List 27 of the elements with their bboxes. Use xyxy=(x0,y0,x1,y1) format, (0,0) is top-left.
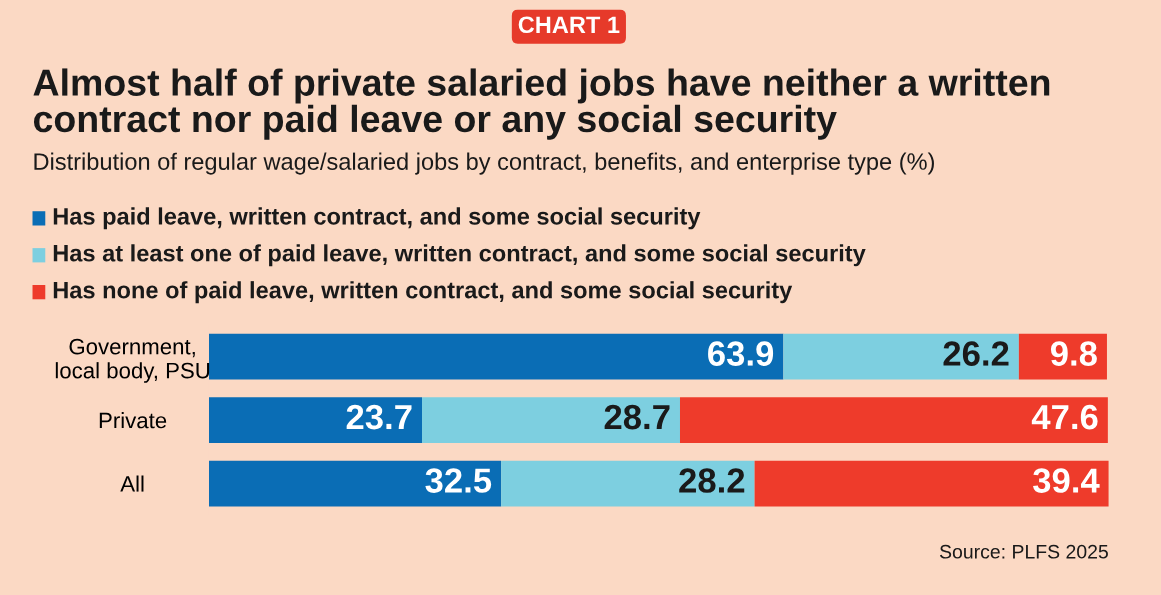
data-label: 23.7 xyxy=(346,404,412,430)
bar xyxy=(783,333,1019,380)
legend-label: Has paid leave, written contract, and some social security xyxy=(53,207,701,230)
bar xyxy=(208,460,502,507)
bar xyxy=(208,333,784,380)
data-label: 28.7 xyxy=(604,404,670,430)
bar xyxy=(501,460,755,507)
source-note: Source: PLFS 2025 xyxy=(939,544,1108,559)
y-tick-label: Private xyxy=(99,412,167,429)
data-label: 28.2 xyxy=(679,468,745,493)
data-label: 39.4 xyxy=(1032,468,1100,493)
bar xyxy=(679,397,1108,443)
caption: CHART 1 xyxy=(518,16,620,34)
bar xyxy=(422,397,680,443)
bar xyxy=(754,460,1109,507)
y-tick-label: Government, local body, PSU xyxy=(55,338,210,383)
legend-label: Has at least one of paid leave, written contract, and some social security xyxy=(53,244,866,267)
data-label: 47.6 xyxy=(1031,404,1098,430)
chart-subtitle: Distribution of regular wage/salaried jobs by contract, benefits, and enterprise type (%) xyxy=(34,152,934,175)
legend-label: Has none of paid leave, written contract, and some social security xyxy=(53,281,793,304)
chart-title: Almost half of private salaried jobs have neither a written contract nor paid leave or any social security xyxy=(33,68,1050,140)
data-label: 32.5 xyxy=(425,468,492,493)
data-label: 26.2 xyxy=(943,341,1009,366)
data-label: 9.8 xyxy=(1050,341,1097,366)
bar xyxy=(208,397,423,443)
data-label: 63.9 xyxy=(708,341,774,366)
y-tick-label: All xyxy=(120,475,144,492)
